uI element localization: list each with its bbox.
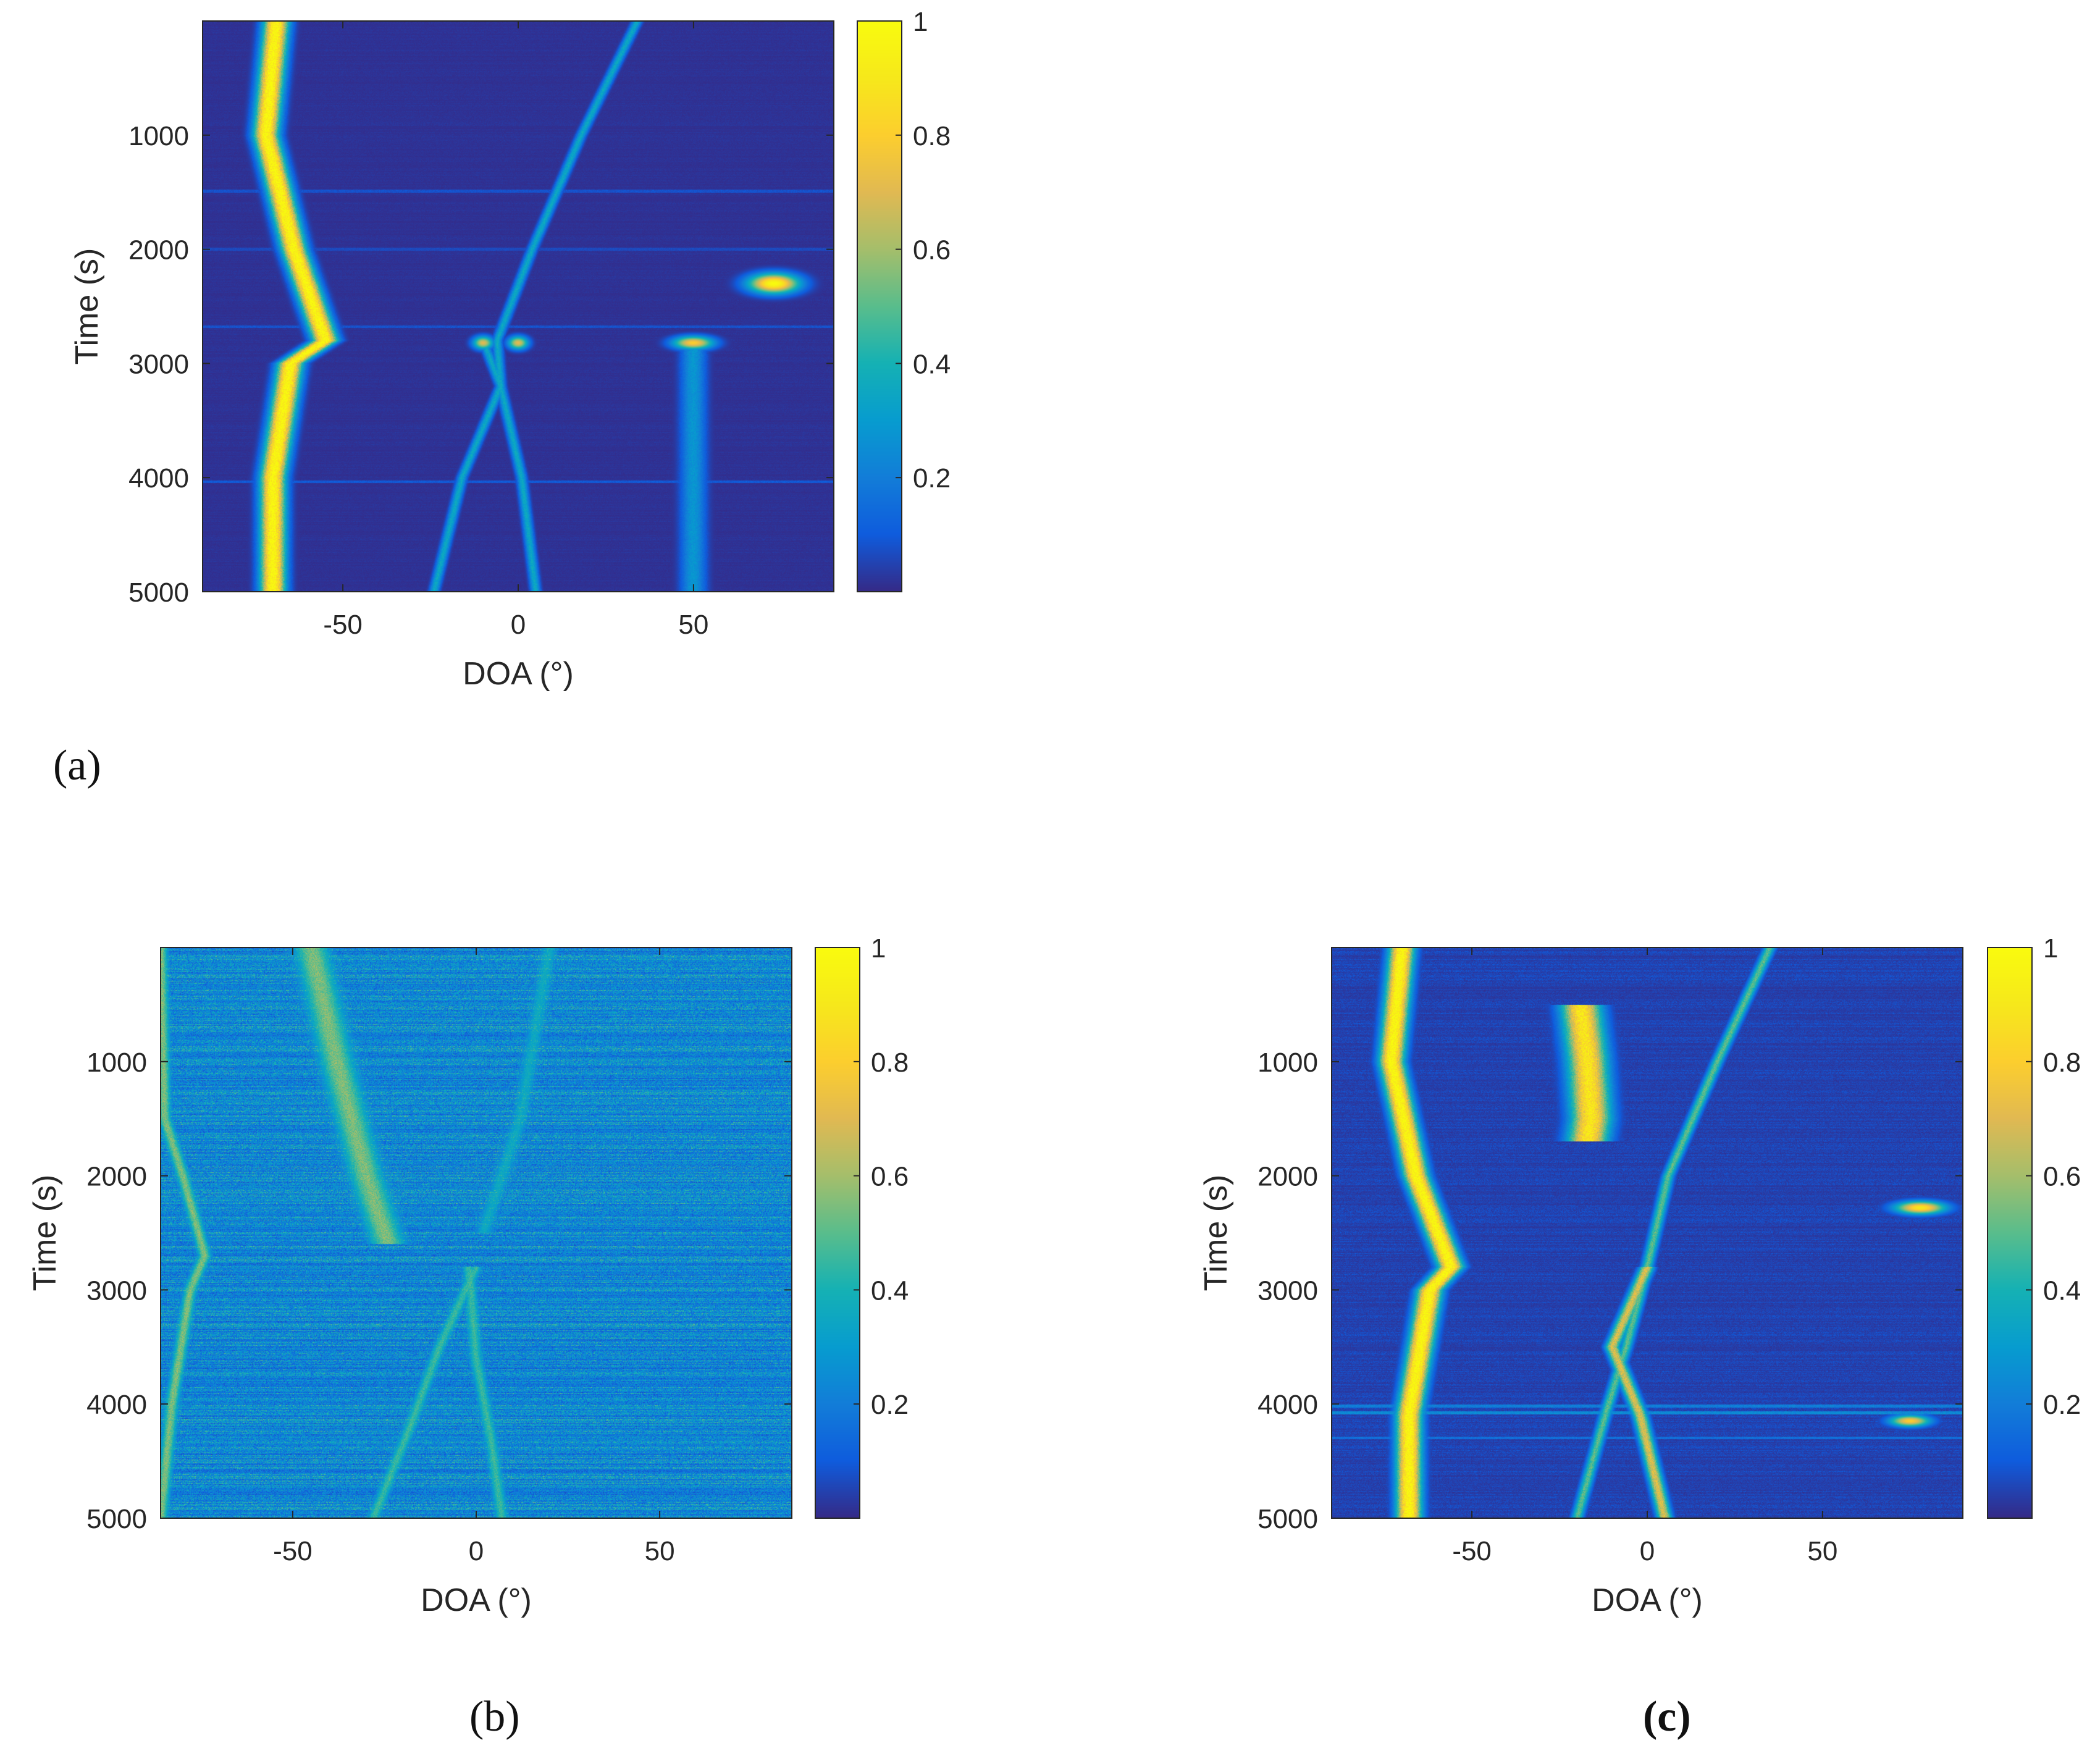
y-tick-label: 3000 (128, 349, 189, 379)
colorbar-tick-label: 0.6 (2043, 1162, 2081, 1192)
x-tick-label: -50 (1452, 1536, 1492, 1566)
colorbar-tick-label: 1 (871, 933, 886, 964)
plot-frame (1331, 947, 1963, 1519)
x-tick-label: 50 (1807, 1536, 1837, 1566)
x-tick-label: -50 (323, 610, 363, 640)
x-axis-label: DOA (°) (1592, 1582, 1703, 1618)
colorbar-tick-label: 0.2 (2043, 1390, 2081, 1420)
y-tick-label: 3000 (1257, 1275, 1318, 1306)
y-axis-label: Time (s) (1198, 1175, 1234, 1292)
plot-frame (202, 20, 834, 592)
heatmap-b (161, 947, 792, 1518)
colorbar-b (815, 947, 860, 1518)
panel-b: -50 0 50 1000 2000 3000 4000 5000 0.2 0.4 0.6 0.8 1 D… (0, 926, 1050, 1643)
x-tick-label: -50 (273, 1536, 313, 1566)
colorbar-c (1988, 947, 2032, 1518)
panel-label-a: (a) (53, 742, 101, 789)
panel-label-b: (b) (469, 1693, 520, 1741)
x-tick-label: 0 (1640, 1536, 1655, 1566)
colorbar-tick-label: 0.2 (871, 1390, 909, 1420)
panel-label-c: (c) (1643, 1693, 1691, 1741)
y-tick-label: 2000 (86, 1162, 147, 1192)
y-tick-label: 1000 (1257, 1048, 1318, 1078)
x-tick-label: 50 (645, 1536, 675, 1566)
panel-c: -50 0 50 1000 2000 3000 4000 5000 0.2 0.4 0.6 0.8 1 D… (1173, 926, 2095, 1643)
x-axis-label: DOA (°) (463, 656, 574, 692)
y-tick-label: 4000 (128, 463, 189, 494)
colorbar-tick-label: 0.8 (871, 1048, 909, 1078)
y-tick-label: 1000 (128, 121, 189, 151)
colorbar-tick-label: 0.8 (2043, 1048, 2081, 1078)
colorbar-tick-label: 0.4 (871, 1275, 909, 1306)
y-tick-label: 4000 (86, 1390, 147, 1420)
y-tick-label: 2000 (128, 235, 189, 266)
y-axis-label: Time (s) (69, 248, 105, 365)
heatmap-a (203, 21, 834, 592)
x-tick-label: 50 (678, 610, 708, 640)
axes-c: -50 0 50 1000 2000 3000 4000 5000 0.2 0.4 0.6 0.8 1 D… (1198, 933, 2081, 1618)
panel-a: -50 0 50 1000 2000 3000 4000 5000 0.2 0.4 0.6 0.8 1 D… (0, 0, 1050, 716)
y-tick-label: 2000 (1257, 1162, 1318, 1192)
colorbar-tick-label: 0.6 (871, 1162, 909, 1192)
x-tick-label: 0 (469, 1536, 484, 1566)
colorbar-frame (857, 20, 902, 592)
colorbar-tick-label: 0.4 (913, 349, 951, 379)
colorbar-tick-label: 0.4 (2043, 1275, 2081, 1306)
x-tick-label: 0 (511, 610, 526, 640)
colorbar-frame (1987, 947, 2033, 1519)
heatmap-c (1332, 947, 1963, 1518)
y-axis-label: Time (s) (27, 1175, 63, 1292)
y-tick-label: 1000 (86, 1048, 147, 1078)
colorbar-tick-label: 0.6 (913, 235, 951, 266)
colorbar-tick-label: 0.2 (913, 463, 951, 494)
colorbar-frame (815, 947, 860, 1519)
y-tick-label: 3000 (86, 1275, 147, 1306)
colorbar-a (857, 21, 902, 592)
colorbar-tick-label: 1 (913, 7, 928, 37)
plot-frame (160, 947, 792, 1519)
axes-a: -50 0 50 1000 2000 3000 4000 5000 0.2 0.4 0.6 0.8 1 D… (69, 7, 951, 692)
y-tick-label: 4000 (1257, 1390, 1318, 1420)
y-tick-label: 5000 (1257, 1504, 1318, 1534)
x-axis-label: DOA (°) (421, 1582, 532, 1618)
y-tick-label: 5000 (86, 1504, 147, 1534)
axes-b: -50 0 50 1000 2000 3000 4000 5000 0.2 0.4 0.6 0.8 1 D… (27, 933, 909, 1618)
colorbar-tick-label: 1 (2043, 933, 2058, 964)
y-tick-label: 5000 (128, 578, 189, 608)
colorbar-tick-label: 0.8 (913, 121, 951, 151)
